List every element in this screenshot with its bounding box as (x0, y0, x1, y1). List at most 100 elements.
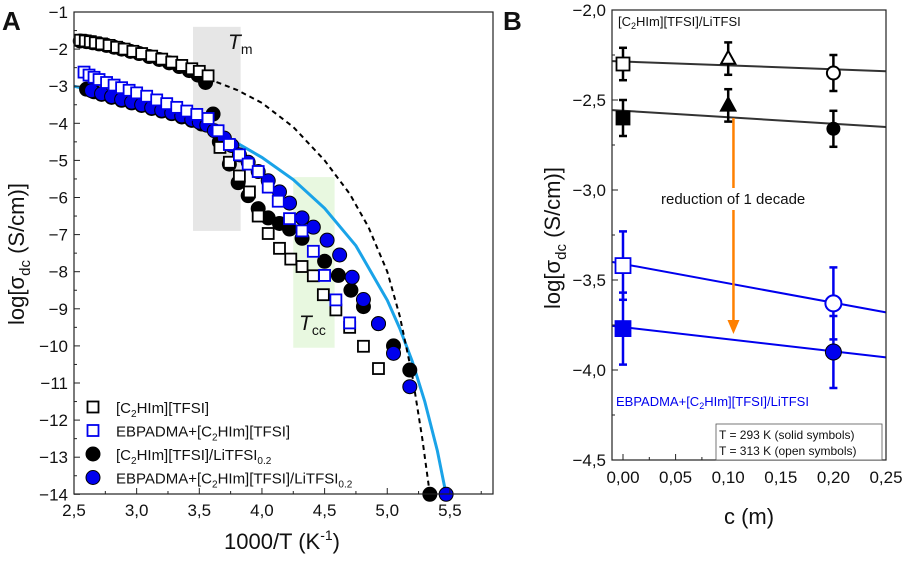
y-tick-label: −4,0 (572, 361, 606, 380)
data-point-series-4 (319, 232, 335, 248)
legend-subscript: 0.2 (338, 480, 352, 491)
legend-marker-2 (86, 424, 100, 437)
legend-text: [C (116, 400, 131, 417)
data-point-square (614, 320, 632, 338)
panel-label-a: A (2, 6, 21, 36)
data-point-series-1 (284, 252, 298, 266)
data-point-series-2 (318, 269, 332, 282)
data-point-series-3 (402, 362, 418, 378)
data-point-series-2 (232, 148, 246, 162)
x-tick-label: 5,0 (375, 501, 399, 520)
y-tick-label: −3,0 (572, 181, 606, 200)
data-point-series-2 (283, 212, 296, 226)
data-point-series-2 (295, 224, 309, 238)
legend-text: [C (116, 447, 131, 464)
reduction-arrow-head-icon (727, 320, 740, 334)
data-point-circle (825, 65, 841, 81)
panel-b-chart: 0,00 0,05 0,10 0,15 0,20 0,25 −2,0 −2,5 −3,0 −3,5… (540, 1, 903, 529)
panel-a-chart: 2,5 3,0 3,5 4,0 4,5 5,0 5,5 −1 −2 −3 −4 −5 −6 −7 −8 −9 −… (4, 3, 494, 554)
data-point-series-4 (370, 316, 386, 332)
y-tick-label: −12 (39, 411, 68, 430)
arrow-annotation: reduction of 1 decade (661, 191, 805, 208)
data-point-circle (824, 343, 842, 361)
data-point-series-2 (343, 316, 357, 330)
x-tick-label: 0,00 (606, 468, 639, 487)
data-point-series-1 (295, 260, 309, 273)
data-point-series-3 (343, 282, 359, 298)
linear-fit-line (612, 60, 887, 73)
x-tick-label: 4,0 (250, 501, 274, 520)
legend-solid-symbols: T = 293 K (solid symbols) (719, 428, 855, 442)
data-point-series-1 (222, 155, 236, 169)
data-point-series-1 (232, 169, 246, 183)
data-point-series-2 (222, 138, 236, 151)
data-point-series-2 (329, 293, 343, 307)
y-tick-label: −7 (49, 226, 68, 245)
data-point-series-2 (271, 194, 285, 208)
y-tick-label: −13 (39, 448, 68, 467)
temperature-legend-box (715, 423, 883, 461)
legend-marker-1 (86, 400, 100, 414)
x-tick-label: 3,0 (125, 501, 149, 520)
data-point-circle (824, 294, 843, 313)
panel-a-x-axis-label: 1000/T (K-1) (224, 527, 340, 554)
data-point-series-4 (402, 379, 418, 395)
panel-a-legend: [C2HIm][TFSI]EBPADMA+[C2HIm][TFSI][C2HIm… (85, 400, 353, 491)
data-point-circle (826, 121, 841, 136)
legend-text: EBPADMA+[C (116, 424, 212, 441)
panel-label-b: B (503, 6, 522, 36)
data-point-series-1 (201, 69, 215, 83)
data-point-series-1 (261, 227, 275, 240)
tm-label: Tm (228, 31, 253, 57)
x-tick-label: 0,05 (659, 468, 692, 487)
legend-subscript: 2 (212, 433, 218, 444)
y-tick-label: −6 (49, 189, 68, 208)
y-tick-label: −3 (49, 77, 68, 96)
data-point-triangle (719, 95, 738, 112)
panel-b-x-axis-label: c (m) (724, 504, 774, 529)
x-tick-label: 0,15 (764, 468, 797, 487)
x-tick-label: 2,5 (62, 501, 86, 520)
legend-marker-4 (85, 470, 101, 485)
y-tick-label: −11 (40, 374, 68, 393)
legend-text: HIm][TFSI]/LiTFSI (137, 447, 258, 464)
data-point-series-2 (261, 180, 275, 194)
tcc-label: Tcc (299, 312, 326, 338)
x-tick-label: 3,5 (187, 501, 211, 520)
y-tick-label: −2 (49, 40, 68, 59)
x-tick-label: 5,5 (438, 501, 462, 520)
data-point-triangle (719, 48, 738, 65)
data-point-series-1 (251, 209, 265, 223)
panel-a-y-axis-label: log[σdc (S/cm)] (4, 183, 34, 325)
data-point-square (615, 110, 631, 126)
data-point-series-2 (251, 165, 265, 178)
y-tick-label: −4,5 (572, 451, 606, 470)
data-point-series-2 (211, 124, 225, 138)
data-point-series-3 (317, 253, 333, 269)
y-tick-label: −5 (49, 151, 68, 170)
legend-label-3: [C2HIm][TFSI]/LiTFSI0.2 (116, 447, 272, 467)
legend-label-2: EBPADMA+[C2HIm][TFSI] (116, 424, 290, 444)
arrow-text-background (655, 188, 855, 210)
legend-label-1: [C2HIm][TFSI] (116, 400, 209, 420)
y-tick-label: −2,5 (572, 91, 606, 110)
group-label-ionic-liquid: [C2HIm][TFSI]/LiTFSI (618, 14, 741, 31)
legend-subscript: 2 (131, 409, 137, 420)
data-point-series-2 (190, 107, 204, 121)
data-point-series-4 (386, 345, 402, 361)
y-tick-label: −2,0 (572, 1, 606, 20)
data-point-series-4 (344, 269, 360, 285)
data-point-series-2 (306, 244, 320, 258)
y-tick-label: −8 (49, 263, 68, 282)
data-point-series-1 (306, 269, 320, 283)
data-point-series-2 (241, 157, 255, 171)
x-tick-label: 4,5 (313, 501, 337, 520)
linear-fit-line (612, 109, 887, 128)
linear-fit-line (612, 261, 887, 314)
legend-text: HIm][TFSI]/LiTFSI (218, 471, 339, 488)
group-label-ebpadma: EBPADMA+[C2HIm][TFSI]/LiTFSI (616, 394, 809, 411)
data-point-series-1 (357, 339, 370, 353)
data-point-square (614, 257, 632, 275)
data-point-series-1 (316, 288, 330, 302)
